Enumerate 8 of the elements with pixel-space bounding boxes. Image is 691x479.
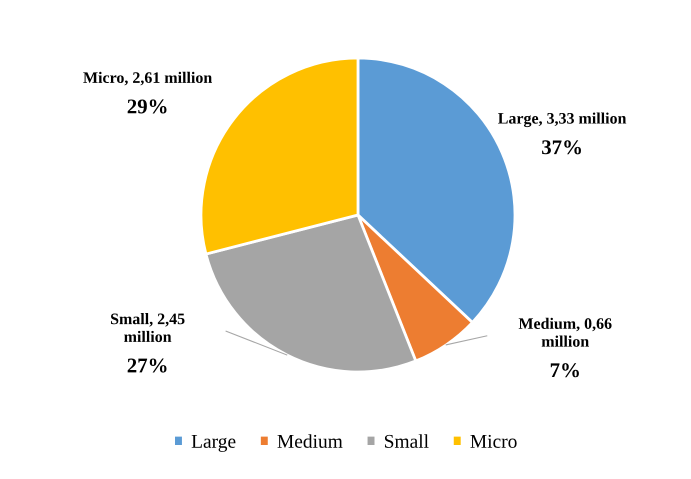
data-label: Small, 2,45 million 27% <box>110 313 185 373</box>
data-label: Medium, 0,66 million 7% <box>518 318 612 378</box>
legend-label: Large <box>192 434 236 452</box>
data-label: Large, 3,33 million 37% <box>498 112 626 154</box>
legend-label: Micro <box>470 434 517 448</box>
data-label: Micro, 2,61 million 29% <box>83 72 212 114</box>
legend-label: Medium <box>278 434 343 448</box>
legend-label: Small <box>384 434 429 448</box>
